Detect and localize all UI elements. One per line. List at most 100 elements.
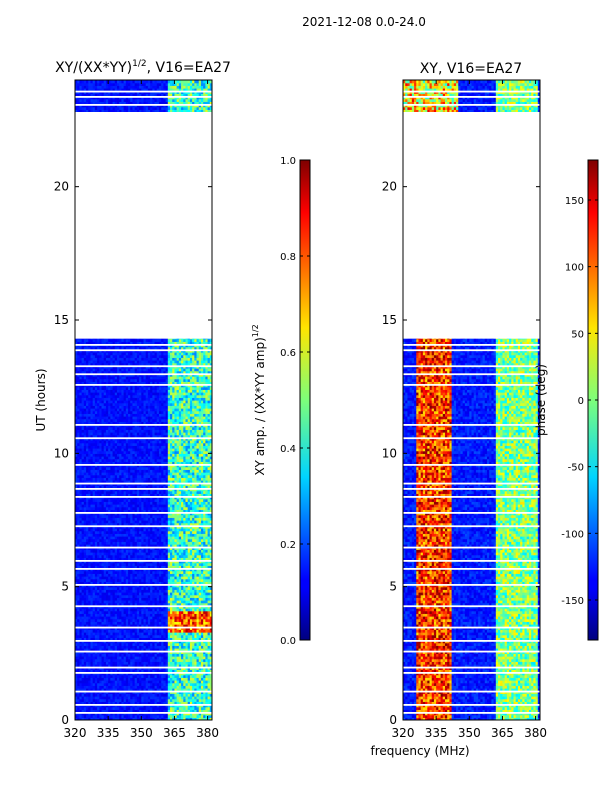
heatmap-cell xyxy=(125,578,129,582)
heatmap-cell xyxy=(192,610,195,614)
heatmap-cell xyxy=(165,656,169,660)
heatmap-cell xyxy=(152,557,156,561)
heatmap-cell xyxy=(130,701,134,705)
heatmap-cell xyxy=(134,610,138,614)
heatmap-cell xyxy=(99,506,103,510)
heatmap-cell xyxy=(105,688,109,692)
heatmap-cell xyxy=(108,600,111,604)
heatmap-cell xyxy=(94,562,98,566)
heatmap-cell xyxy=(86,594,89,598)
heatmap-cell xyxy=(139,544,142,548)
heatmap-cell xyxy=(172,578,176,582)
heatmap-cell xyxy=(200,669,204,673)
heatmap-cell xyxy=(152,514,156,518)
heatmap-cell xyxy=(83,504,87,508)
heatmap-cell xyxy=(161,629,164,633)
heatmap-cell xyxy=(150,653,153,657)
heatmap-cell xyxy=(150,541,153,545)
heatmap-cell xyxy=(105,509,109,513)
heatmap-cell xyxy=(150,600,153,604)
heatmap-cell xyxy=(128,632,131,636)
heatmap-cell xyxy=(167,544,171,548)
heatmap-cell xyxy=(97,589,100,593)
heatmap-cell xyxy=(187,717,191,720)
heatmap-cell xyxy=(88,562,92,566)
heatmap-cell xyxy=(112,506,116,510)
heatmap-cell xyxy=(128,677,131,681)
heatmap-cell xyxy=(97,554,100,558)
heatmap-cell xyxy=(90,634,94,638)
heatmap-cell xyxy=(79,656,83,660)
heatmap-cell xyxy=(79,520,83,524)
heatmap-cell xyxy=(181,688,184,692)
heatmap-cell xyxy=(123,544,127,548)
heatmap-cell xyxy=(181,586,184,590)
heatmap-cell xyxy=(105,634,109,638)
heatmap-cell xyxy=(94,597,98,601)
heatmap-cell xyxy=(92,509,96,513)
heatmap-cell xyxy=(121,597,125,601)
heatmap-cell xyxy=(114,685,118,689)
heatmap-cell xyxy=(128,592,131,596)
heatmap-cell xyxy=(156,629,160,633)
heatmap-cell xyxy=(81,589,85,593)
heatmap-cell xyxy=(112,661,116,665)
heatmap-cell xyxy=(192,669,195,673)
heatmap-cell xyxy=(165,530,169,534)
heatmap-cell xyxy=(158,648,162,652)
heatmap-cell xyxy=(150,520,153,524)
heatmap-cell xyxy=(203,648,206,652)
heatmap-cell xyxy=(174,714,178,718)
heatmap-cell xyxy=(178,637,182,641)
heatmap-cell xyxy=(116,661,120,665)
heatmap-cell xyxy=(125,706,129,710)
heatmap-cell xyxy=(97,533,100,537)
heatmap-cell xyxy=(143,698,147,702)
heatmap-cell xyxy=(192,717,195,720)
heatmap-cell xyxy=(136,634,140,638)
heatmap-cell xyxy=(123,541,127,545)
heatmap-cell xyxy=(156,677,160,681)
heatmap-cell xyxy=(94,578,98,582)
heatmap-cell xyxy=(198,634,202,638)
heatmap-cell xyxy=(154,674,158,678)
heatmap-cell xyxy=(196,602,200,606)
heatmap-cell xyxy=(83,696,87,700)
heatmap-cell xyxy=(114,637,118,641)
heatmap-cell xyxy=(178,522,182,526)
heatmap-cell xyxy=(105,629,109,633)
heatmap-cell xyxy=(88,576,92,580)
heatmap-cell xyxy=(181,648,184,652)
heatmap-cell xyxy=(185,570,189,574)
heatmap-cell xyxy=(114,509,118,513)
heatmap-cell xyxy=(141,648,145,652)
heatmap-cell xyxy=(90,557,94,561)
heatmap-cell xyxy=(163,634,167,638)
heatmap-cell xyxy=(189,714,193,718)
heatmap-cell xyxy=(114,528,118,532)
heatmap-cell xyxy=(196,714,200,718)
heatmap-cell xyxy=(185,520,189,524)
heatmap-cell xyxy=(141,533,145,537)
heatmap-cell xyxy=(181,517,184,521)
heatmap-cell xyxy=(139,685,142,689)
heatmap-cell xyxy=(165,616,169,620)
heatmap-cell xyxy=(116,717,120,720)
heatmap-cell xyxy=(143,661,147,665)
heatmap-cell xyxy=(121,573,125,577)
heatmap-cell xyxy=(116,562,120,566)
heatmap-cell xyxy=(75,682,78,686)
heatmap-cell xyxy=(158,677,162,681)
heatmap-cell xyxy=(99,685,103,689)
heatmap-cell xyxy=(145,517,149,521)
heatmap-cell xyxy=(123,514,127,518)
heatmap-cell xyxy=(132,528,136,532)
heatmap-cell xyxy=(132,658,136,662)
heatmap-cell xyxy=(136,648,140,652)
heatmap-cell xyxy=(209,717,212,720)
heatmap-cell xyxy=(150,637,153,641)
heatmap-cell xyxy=(198,517,202,521)
heatmap-cell xyxy=(123,664,127,668)
heatmap-cell xyxy=(165,565,169,569)
heatmap-cell xyxy=(176,637,180,641)
